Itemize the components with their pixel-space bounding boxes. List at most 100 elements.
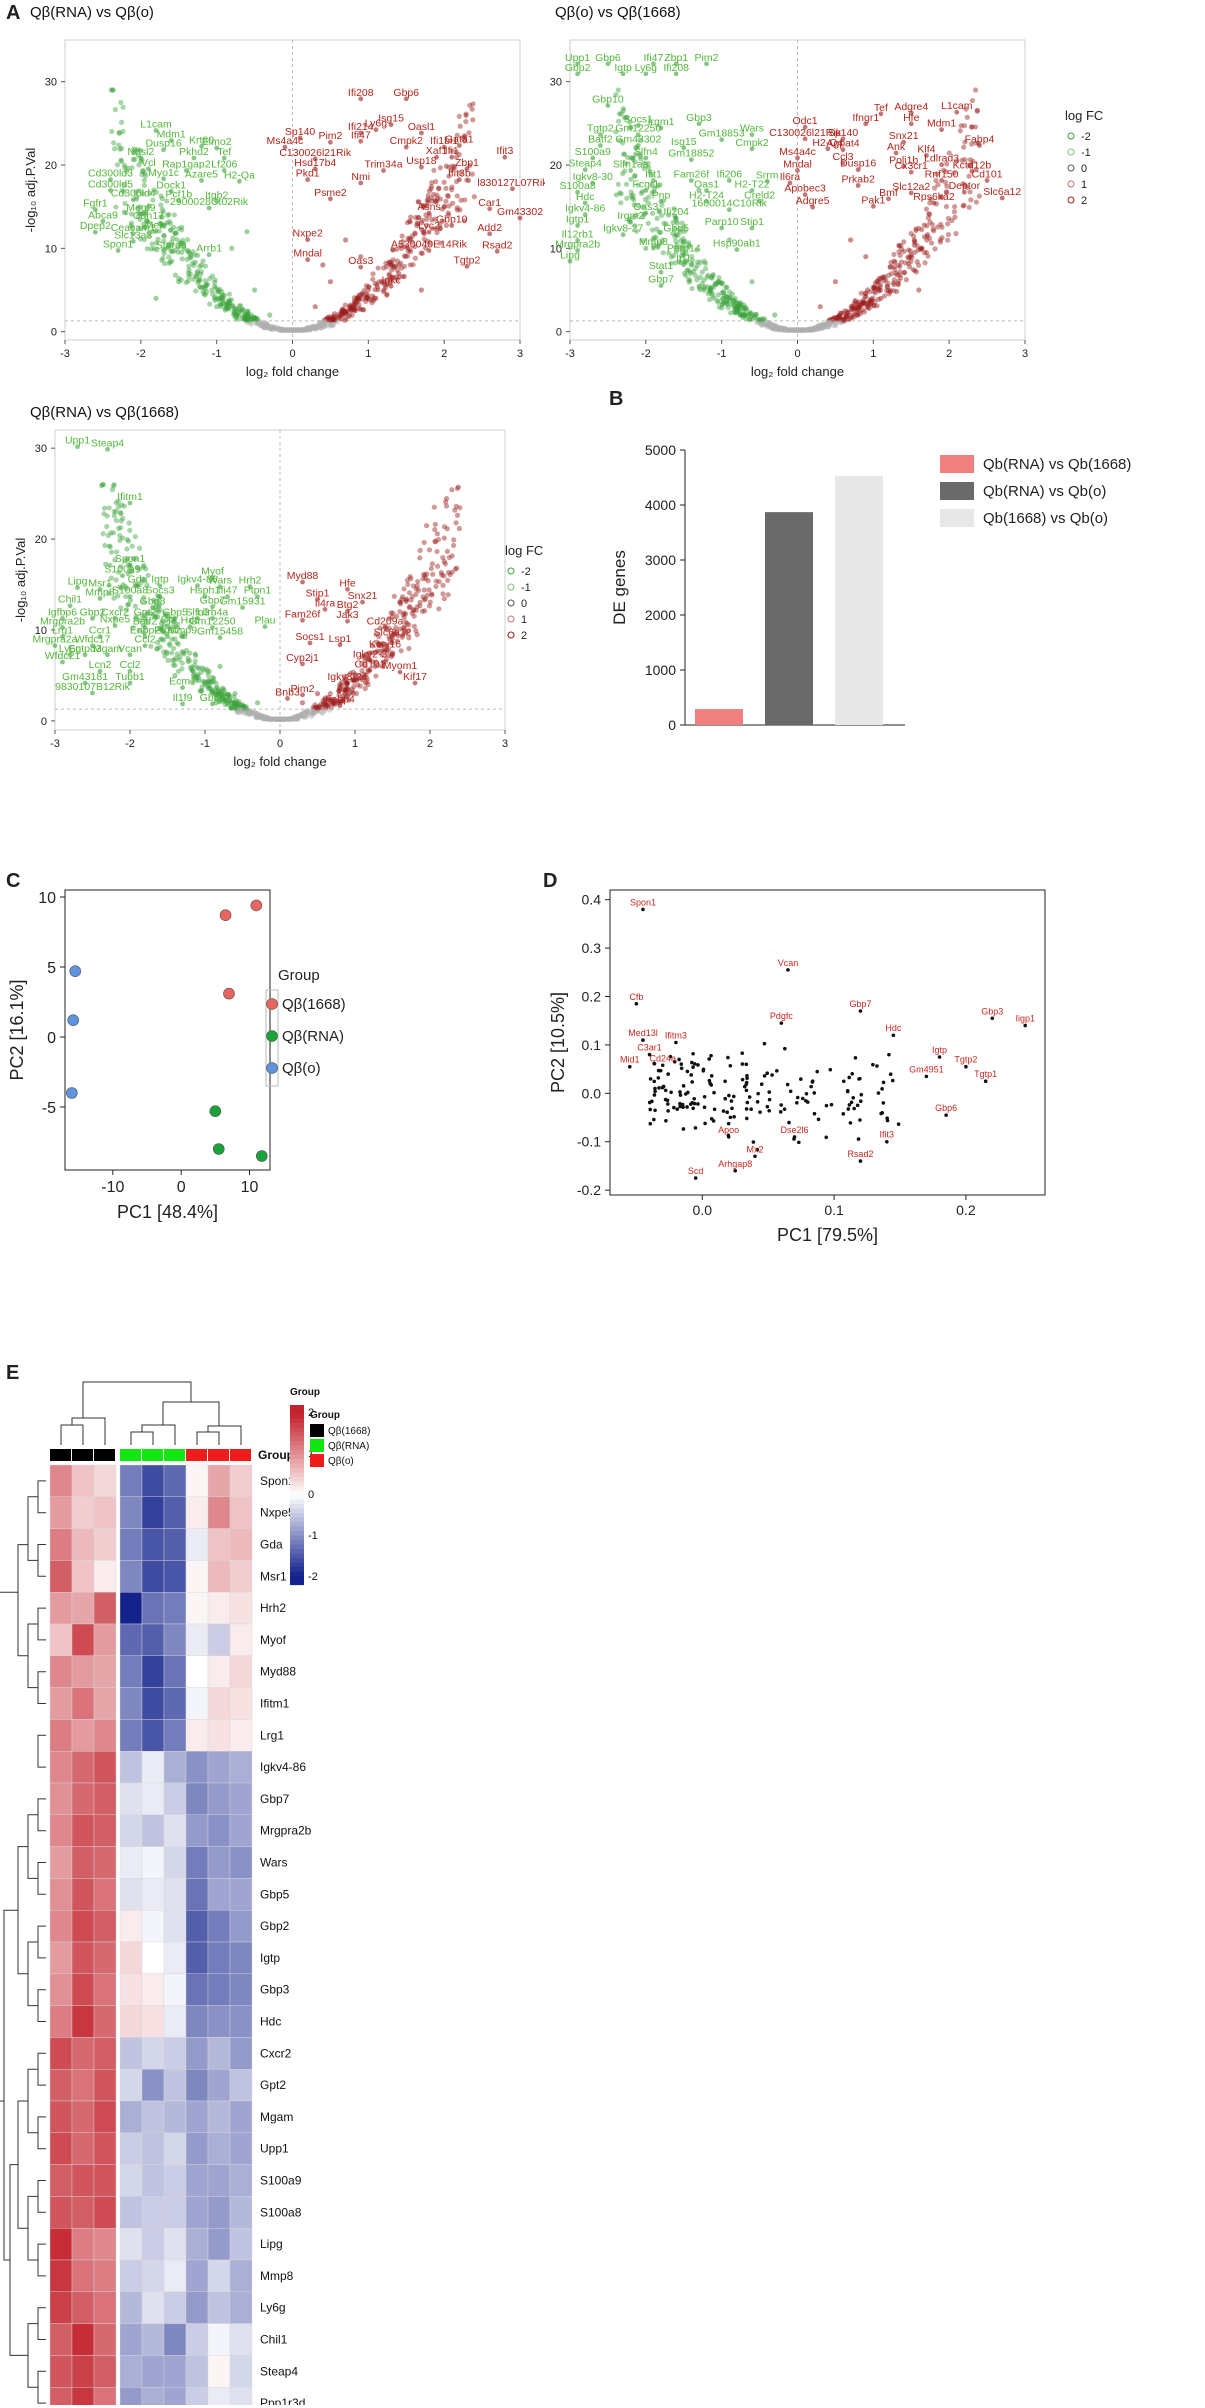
- data-point: [276, 716, 283, 722]
- data-point: [227, 697, 233, 703]
- x-tick-label: 0.1: [824, 1202, 844, 1218]
- data-point: [823, 321, 829, 327]
- gene-label: Oas3: [633, 201, 658, 213]
- labeled-point: [651, 61, 656, 67]
- data-point: [225, 305, 231, 311]
- heatmap-cell: [93, 1591, 117, 1625]
- labeled-point: [345, 586, 350, 592]
- data-point: [798, 327, 804, 333]
- data-point: [635, 182, 641, 188]
- data-point: [292, 327, 298, 333]
- data-point: [274, 716, 281, 722]
- gene-label: Ecm1: [169, 676, 196, 688]
- gene-point: [692, 1062, 697, 1066]
- labeled-point: [939, 162, 944, 168]
- data-point: [149, 241, 155, 247]
- data-point: [253, 316, 259, 322]
- data-point: [221, 696, 227, 702]
- data-point: [388, 261, 394, 267]
- data-point: [791, 327, 797, 333]
- data-point: [166, 260, 172, 266]
- data-point: [797, 327, 803, 333]
- heatmap-cell: [49, 1814, 73, 1847]
- data-point: [278, 327, 285, 333]
- data-point: [262, 716, 268, 722]
- group-legend-title: Group: [310, 1410, 340, 1421]
- scale-step: [290, 1567, 304, 1572]
- data-point: [365, 292, 371, 298]
- gene-label: Slc12a2: [892, 181, 930, 193]
- data-point: [254, 315, 261, 322]
- data-point: [290, 715, 296, 721]
- data-point: [801, 327, 807, 333]
- data-point: [268, 716, 274, 722]
- data-point: [341, 696, 347, 702]
- data-point: [294, 715, 300, 721]
- data-point: [390, 257, 396, 263]
- data-point: [731, 303, 737, 309]
- gene-point: [709, 1053, 713, 1058]
- data-point: [964, 114, 970, 120]
- data-point: [118, 99, 124, 106]
- data-point: [376, 279, 382, 285]
- data-point: [683, 272, 689, 279]
- data-point: [265, 716, 271, 722]
- data-point: [359, 677, 365, 683]
- gene-label: Ceacam1: [111, 222, 156, 234]
- data-point: [282, 327, 288, 333]
- data-point: [793, 327, 799, 333]
- group-legend-swatch: [310, 1439, 324, 1452]
- data-point: [383, 284, 389, 291]
- data-point: [277, 716, 283, 722]
- scale-step: [290, 1454, 304, 1460]
- data-point: [797, 327, 803, 333]
- data-point: [407, 573, 413, 580]
- data-point: [814, 325, 820, 331]
- data-point: [241, 314, 247, 320]
- data-point: [775, 325, 782, 331]
- data-point: [425, 199, 431, 206]
- data-point: [262, 714, 268, 720]
- data-point: [274, 716, 281, 722]
- data-point: [259, 713, 265, 719]
- scale-step: [290, 1459, 304, 1464]
- data-point: [329, 323, 336, 329]
- data-point: [396, 262, 402, 268]
- data-point: [776, 324, 782, 331]
- data-point: [242, 311, 249, 317]
- data-point: [616, 137, 623, 143]
- data-point: [261, 323, 267, 330]
- data-point: [871, 303, 877, 309]
- labeled-point: [115, 248, 121, 253]
- gene-label: Wars: [740, 123, 764, 135]
- data-point: [794, 327, 800, 333]
- gene-label: Slfn4: [634, 146, 658, 158]
- data-point: [453, 154, 460, 160]
- data-point: [221, 690, 227, 697]
- heatmap-cell: [185, 2069, 209, 2102]
- data-point: [740, 314, 746, 320]
- labeled-point: [449, 223, 455, 228]
- data-point: [421, 236, 427, 242]
- data-point: [328, 317, 334, 323]
- data-point: [248, 321, 254, 327]
- y-axis-label: PC2 [16.1%]: [7, 979, 27, 1080]
- data-point: [360, 306, 366, 313]
- labeled-point: [403, 96, 409, 102]
- data-point: [327, 322, 334, 328]
- data-point: [848, 303, 854, 310]
- data-point: [441, 524, 448, 530]
- data-point: [303, 713, 309, 719]
- row-label: Igtp: [260, 1951, 280, 1965]
- data-point: [784, 327, 790, 333]
- data-point: [715, 278, 721, 284]
- data-point: [253, 319, 259, 325]
- gene-label: Spon1: [630, 897, 656, 907]
- data-point: [921, 234, 928, 240]
- group-legend-swatch: [310, 1424, 324, 1437]
- data-point: [421, 203, 427, 209]
- gene-label: Ifngr1: [852, 112, 879, 124]
- data-point: [304, 708, 310, 714]
- data-point: [315, 707, 321, 713]
- data-point: [282, 716, 288, 722]
